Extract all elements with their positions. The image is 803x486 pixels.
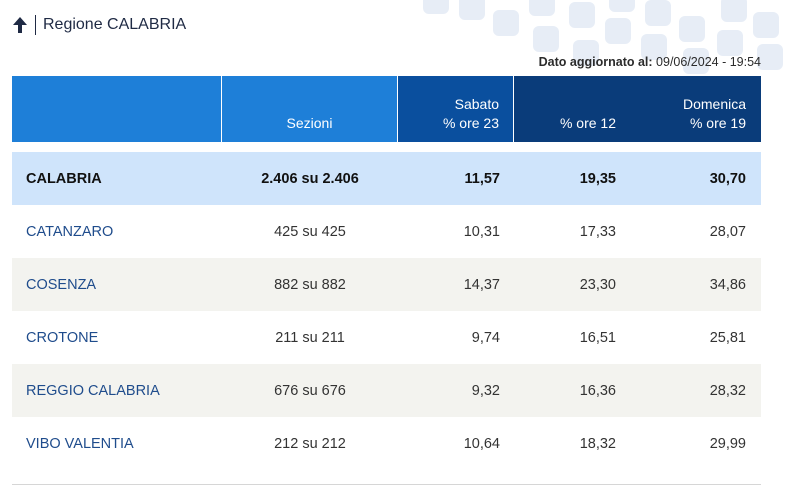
- header-sabato-time: % ore 23: [442, 115, 499, 131]
- header-dom19-time: % ore 19: [689, 115, 746, 131]
- sezioni-value: 425 su 425: [274, 223, 346, 240]
- dom12-value: 16,36: [579, 382, 616, 399]
- header-domenica-day: Domenica: [682, 96, 746, 112]
- update-label: Dato aggiornato al:: [538, 55, 653, 69]
- table-row: CROTONE 211 su 211 9,74 16,51 25,81: [12, 311, 761, 364]
- sezioni-value: 676 su 676: [274, 382, 346, 399]
- dom12-value: 23,30: [579, 276, 616, 293]
- dom19-value: 30,70: [709, 170, 746, 187]
- province-link[interactable]: VIBO VALENTIA: [26, 435, 134, 452]
- table-row: VIBO VALENTIA 212 su 212 10,64 18,32 29,…: [12, 417, 761, 470]
- dom19-value: 28,07: [709, 223, 746, 240]
- update-value: 09/06/2024 - 19:54: [656, 55, 761, 69]
- dom12-value: 17,33: [579, 223, 616, 240]
- sezioni-value: 2.406 su 2.406: [261, 170, 359, 187]
- turnout-table: Sezioni Sabato % ore 23 % ore 12 Domenic…: [12, 76, 761, 470]
- sezioni-value: 211 su 211: [275, 329, 345, 346]
- table-row: REGGIO CALABRIA 676 su 676 9,32 16,36 28…: [12, 364, 761, 417]
- province-link[interactable]: CROTONE: [26, 329, 99, 346]
- arrow-up-icon[interactable]: [10, 15, 30, 35]
- sabato23-value: 10,64: [463, 435, 500, 452]
- header-cell-name: [12, 76, 222, 142]
- header-dom12-time: % ore 12: [559, 115, 616, 131]
- header-cell-domenica-12: % ore 12: [514, 76, 630, 142]
- dom12-value: 19,35: [579, 170, 616, 187]
- header-cell-domenica-19: Domenica % ore 19: [630, 76, 761, 142]
- table-row-total: CALABRIA 2.406 su 2.406 11,57 19,35 30,7…: [12, 152, 761, 205]
- province-link[interactable]: REGGIO CALABRIA: [26, 382, 160, 399]
- header-divider: [35, 15, 36, 35]
- region-title: Regione CALABRIA: [43, 16, 187, 33]
- header-sabato-day: Sabato: [454, 96, 499, 112]
- header-sezioni-label: Sezioni: [286, 115, 333, 131]
- header-cell-sabato: Sabato % ore 23: [398, 76, 514, 142]
- table-header: Sezioni Sabato % ore 23 % ore 12 Domenic…: [12, 76, 761, 142]
- sabato23-value: 9,32: [471, 382, 500, 399]
- sabato23-value: 10,31: [463, 223, 500, 240]
- dom19-value: 28,32: [709, 382, 746, 399]
- dom12-value: 18,32: [579, 435, 616, 452]
- dom19-value: 34,86: [709, 276, 746, 293]
- region-name: CALABRIA: [26, 170, 102, 187]
- table-row: CATANZARO 425 su 425 10,31 17,33 28,07: [12, 205, 761, 258]
- region-header: Regione CALABRIA: [10, 12, 186, 38]
- dom19-value: 29,99: [709, 435, 746, 452]
- sezioni-value: 212 su 212: [274, 435, 346, 452]
- sabato23-value: 11,57: [464, 170, 501, 187]
- province-link[interactable]: COSENZA: [26, 276, 97, 293]
- header-cell-sezioni: Sezioni: [222, 76, 398, 142]
- bottom-divider: [12, 484, 761, 485]
- table-row: COSENZA 882 su 882 14,37 23,30 34,86: [12, 258, 761, 311]
- dom12-value: 16,51: [579, 329, 616, 346]
- sabato23-value: 9,74: [471, 329, 500, 346]
- dom19-value: 25,81: [709, 329, 746, 346]
- province-link[interactable]: CATANZARO: [26, 223, 114, 240]
- sezioni-value: 882 su 882: [274, 276, 346, 293]
- sabato23-value: 14,37: [463, 276, 500, 293]
- update-timestamp: Dato aggiornato al: 09/06/2024 - 19:54: [539, 55, 761, 69]
- decorative-pattern: [383, 0, 803, 75]
